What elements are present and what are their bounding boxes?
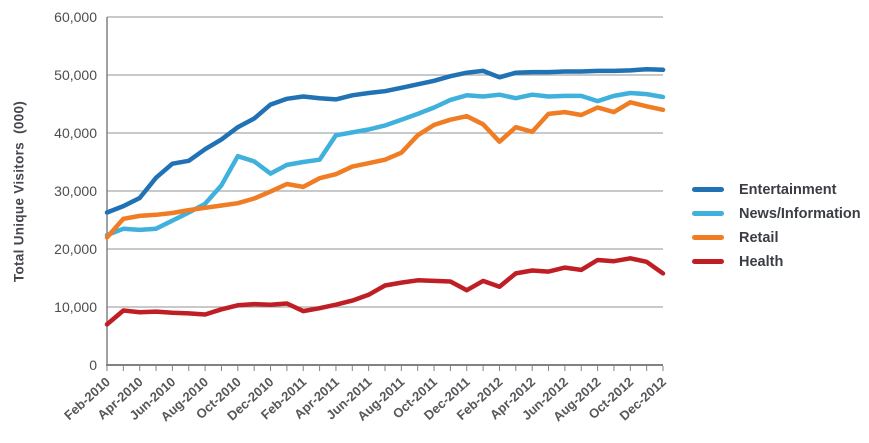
y-tick-label: 0 — [89, 357, 97, 373]
legend-item-retail: Retail — [692, 229, 861, 246]
axes — [106, 17, 663, 366]
y-tick-label: 60,000 — [54, 9, 97, 25]
x-axis-ticks — [106, 366, 664, 371]
health-line-swatch-icon — [692, 259, 724, 264]
legend-item-news-information: News/Information — [692, 205, 861, 222]
series-line-entertainment — [104, 66, 666, 215]
legend-label: Retail — [739, 229, 779, 246]
y-tick-label: 10,000 — [54, 299, 97, 315]
y-tick-label: 30,000 — [54, 183, 97, 199]
gridlines — [107, 16, 663, 308]
y-tick-label: 40,000 — [54, 125, 97, 141]
series-line-retail — [104, 100, 666, 240]
y-tick-label: 50,000 — [54, 67, 97, 83]
legend-label: News/Information — [739, 205, 861, 222]
legend-item-health: Health — [692, 253, 861, 270]
legend-label: Health — [739, 253, 784, 270]
y-axis-tick-labels: 0 10,000 20,000 30,000 40,000 50,000 60,000 — [54, 9, 97, 373]
x-axis-tick-labels: Feb-2010Apr-2010Jun-2010Aug-2010Oct-2010… — [61, 374, 669, 424]
retail-line-swatch-icon — [692, 235, 724, 240]
series-line-health — [104, 256, 666, 327]
legend-label: Entertainment — [739, 181, 837, 198]
chart-legend: Entertainment News/Information Retail He… — [692, 181, 861, 270]
entertainment-line-swatch-icon — [692, 187, 724, 192]
y-tick-label: 20,000 — [54, 241, 97, 257]
y-axis-title: Total Unique Visitors (000) — [11, 100, 27, 283]
legend-item-entertainment: Entertainment — [692, 181, 861, 198]
news-information-line-swatch-icon — [692, 211, 724, 216]
